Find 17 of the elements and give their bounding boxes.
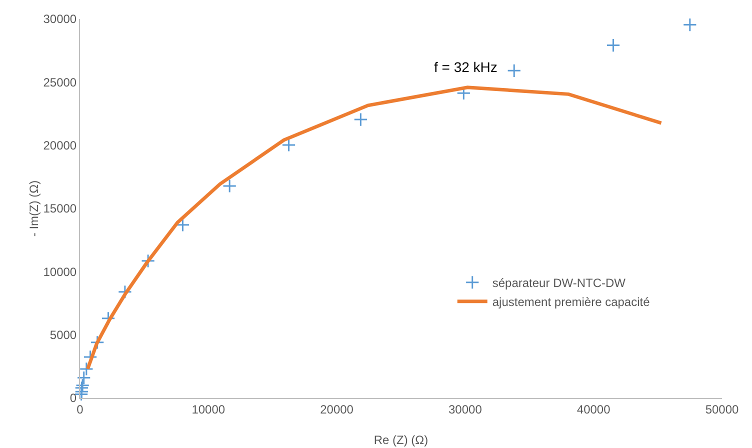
y-axis-title: - Im(Z) (Ω)	[27, 180, 42, 237]
legend-label: séparateur DW-NTC-DW	[492, 276, 626, 290]
legend-label: ajustement première capacité	[492, 295, 650, 310]
x-tick-label: 10000	[192, 402, 226, 416]
y-tick-label: 10000	[43, 264, 77, 279]
y-tick-label: 0	[70, 391, 77, 406]
x-tick-label: 30000	[448, 402, 482, 416]
x-axis-title: Re (Z) (Ω)	[374, 433, 428, 447]
y-tick-label: 5000	[50, 328, 77, 342]
annotation: f = 32 kHz	[434, 59, 498, 75]
y-tick-label: 20000	[43, 138, 77, 153]
y-tick-label: 25000	[43, 75, 77, 90]
y-tick-label: 15000	[43, 202, 77, 216]
x-tick-label: 20000	[320, 402, 354, 416]
x-tick-label: 40000	[576, 402, 611, 416]
x-tick-label: 50000	[705, 402, 740, 416]
y-tick-label: 30000	[43, 12, 77, 26]
